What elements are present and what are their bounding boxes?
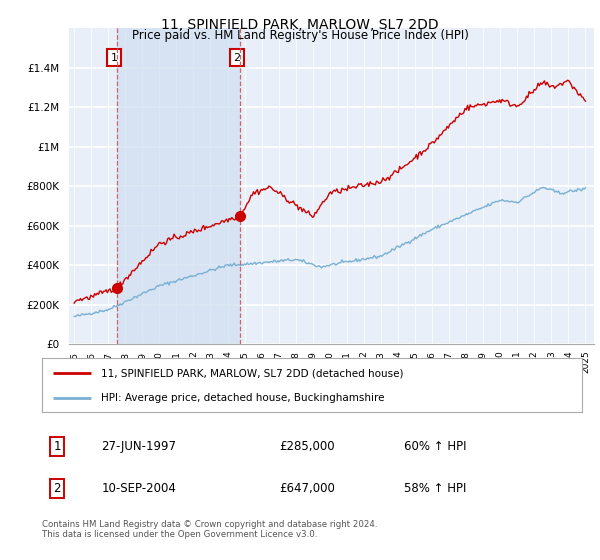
Text: 60% ↑ HPI: 60% ↑ HPI [404,440,466,453]
Text: 1: 1 [53,440,61,453]
Text: 27-JUN-1997: 27-JUN-1997 [101,440,176,453]
Text: 2: 2 [233,53,241,63]
Text: 10-SEP-2004: 10-SEP-2004 [101,482,176,495]
Text: HPI: Average price, detached house, Buckinghamshire: HPI: Average price, detached house, Buck… [101,393,385,403]
Text: 11, SPINFIELD PARK, MARLOW, SL7 2DD (detached house): 11, SPINFIELD PARK, MARLOW, SL7 2DD (det… [101,368,404,379]
Text: £647,000: £647,000 [280,482,335,495]
Text: 1: 1 [110,53,118,63]
Text: £285,000: £285,000 [280,440,335,453]
Text: 11, SPINFIELD PARK, MARLOW, SL7 2DD: 11, SPINFIELD PARK, MARLOW, SL7 2DD [161,18,439,32]
Text: 58% ↑ HPI: 58% ↑ HPI [404,482,466,495]
Text: Price paid vs. HM Land Registry's House Price Index (HPI): Price paid vs. HM Land Registry's House … [131,29,469,42]
Text: 2: 2 [53,482,61,495]
Text: Contains HM Land Registry data © Crown copyright and database right 2024.
This d: Contains HM Land Registry data © Crown c… [42,520,377,539]
Bar [116,28,239,344]
